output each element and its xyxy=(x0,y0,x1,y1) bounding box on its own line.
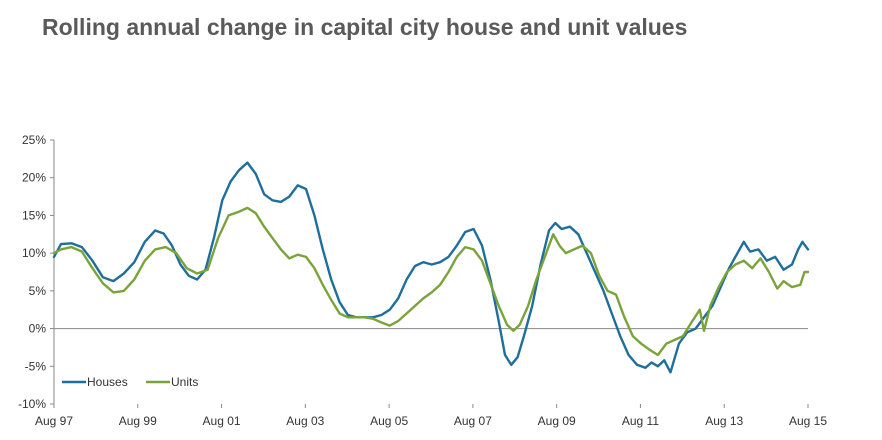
y-tick-label: 20% xyxy=(22,171,46,185)
y-tick-label: 5% xyxy=(29,284,47,298)
x-tick-label: Aug 01 xyxy=(203,414,241,428)
x-tick-label: Aug 99 xyxy=(119,414,157,428)
x-tick-label: Aug 15 xyxy=(789,414,827,428)
series-line-units xyxy=(52,206,810,357)
y-tick-label: -10% xyxy=(18,397,46,411)
x-tick-label: Aug 05 xyxy=(370,414,408,428)
y-tick-label: 0% xyxy=(29,322,47,336)
x-tick-label: Aug 97 xyxy=(35,414,73,428)
legend-label-houses: Houses xyxy=(87,375,128,389)
y-tick-label: -5% xyxy=(25,359,47,373)
x-tick-label: Aug 07 xyxy=(454,414,492,428)
y-tick-label: 10% xyxy=(22,246,46,260)
x-tick-label: Aug 13 xyxy=(705,414,743,428)
legend-label-units: Units xyxy=(171,375,198,389)
x-tick-label: Aug 03 xyxy=(286,414,324,428)
x-tick-label: Aug 11 xyxy=(622,414,659,428)
x-tick-label: Aug 09 xyxy=(538,414,576,428)
y-tick-label: 15% xyxy=(22,208,46,222)
chart-title: Rolling annual change in capital city ho… xyxy=(42,14,688,40)
y-tick-label: 25% xyxy=(22,133,46,147)
series-line-houses xyxy=(52,161,810,374)
